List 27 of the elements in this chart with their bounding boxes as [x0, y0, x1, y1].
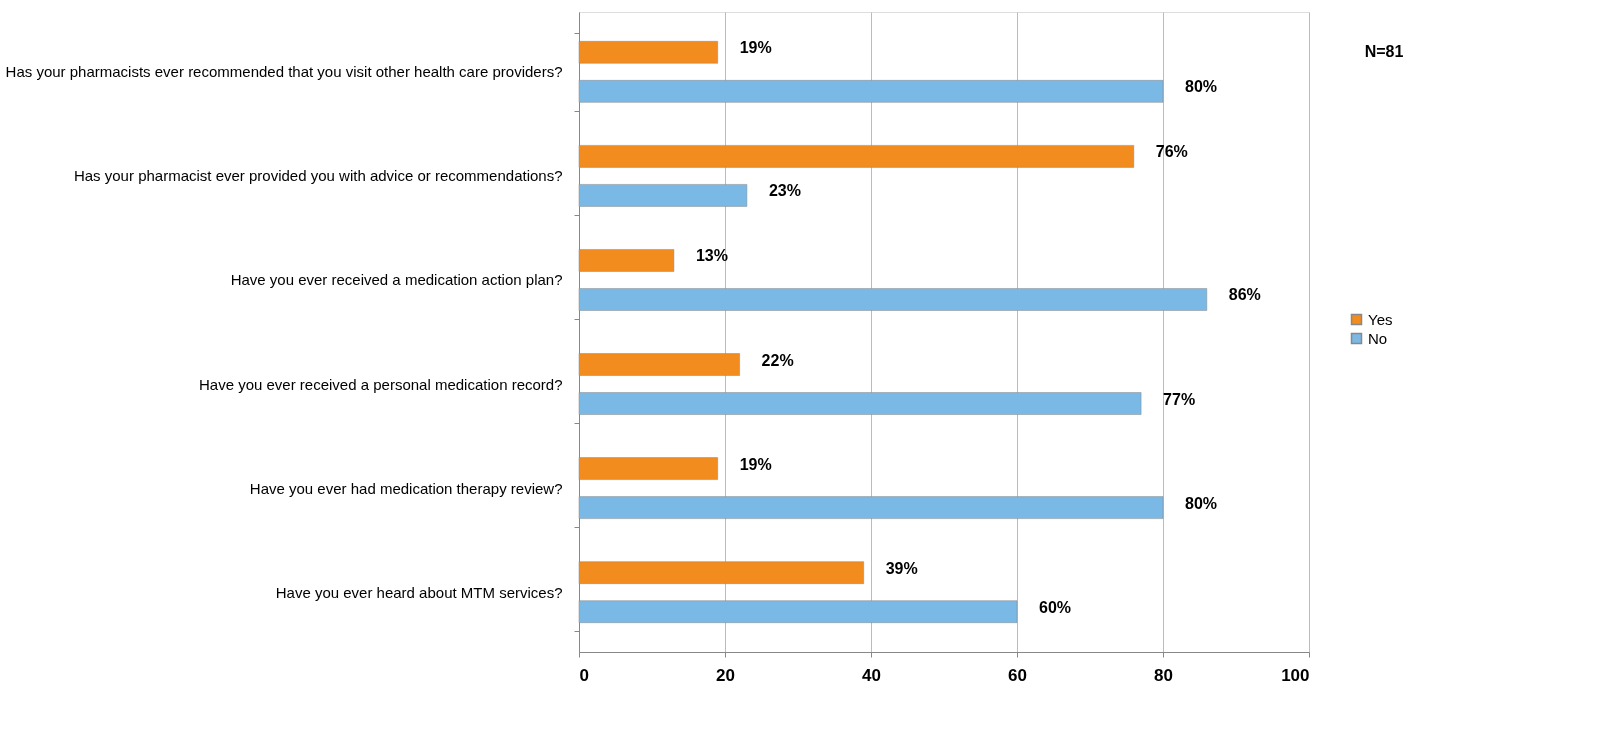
data-label: 22%	[761, 351, 794, 369]
y-tick-label: Has your pharmacists ever recommended that you visit other health care providers?	[5, 63, 563, 81]
data-label: 19%	[739, 39, 772, 57]
text: N=81	[1364, 43, 1404, 60]
y-tick-label: Have you ever received a medication action plan?	[230, 271, 563, 289]
y-tick-label: Have you ever heard about MTM services?	[275, 583, 563, 601]
data-label: 77%	[1163, 390, 1196, 408]
data-label: 13%	[695, 247, 728, 265]
y-tick-label: Has your pharmacist ever provided you with advice or recommendations?	[73, 167, 563, 185]
x-tick-label: 100	[1281, 665, 1310, 685]
data-label: 80%	[1185, 78, 1218, 96]
y-tick-label: Have you ever had medication therapy review?	[249, 479, 563, 497]
x-tick-label: 20	[716, 665, 735, 685]
x-tick-label: 80	[1154, 665, 1173, 685]
data-label: 23%	[768, 182, 801, 200]
data-label: 39%	[885, 559, 918, 577]
x-tick-label: 40	[862, 665, 881, 685]
legend-label: No	[1368, 329, 1388, 347]
data-label: 86%	[1228, 286, 1261, 304]
data-label: 80%	[1185, 494, 1218, 512]
y-tick-label: Have you ever received a personal medication record?	[198, 375, 563, 393]
data-label: 76%	[1155, 143, 1188, 161]
x-tick-label: 0	[579, 665, 589, 685]
data-label: 19%	[739, 455, 772, 473]
data-label: 60%	[1039, 598, 1072, 616]
x-tick-label: 60	[1008, 665, 1027, 685]
legend-label: Yes	[1368, 310, 1393, 328]
